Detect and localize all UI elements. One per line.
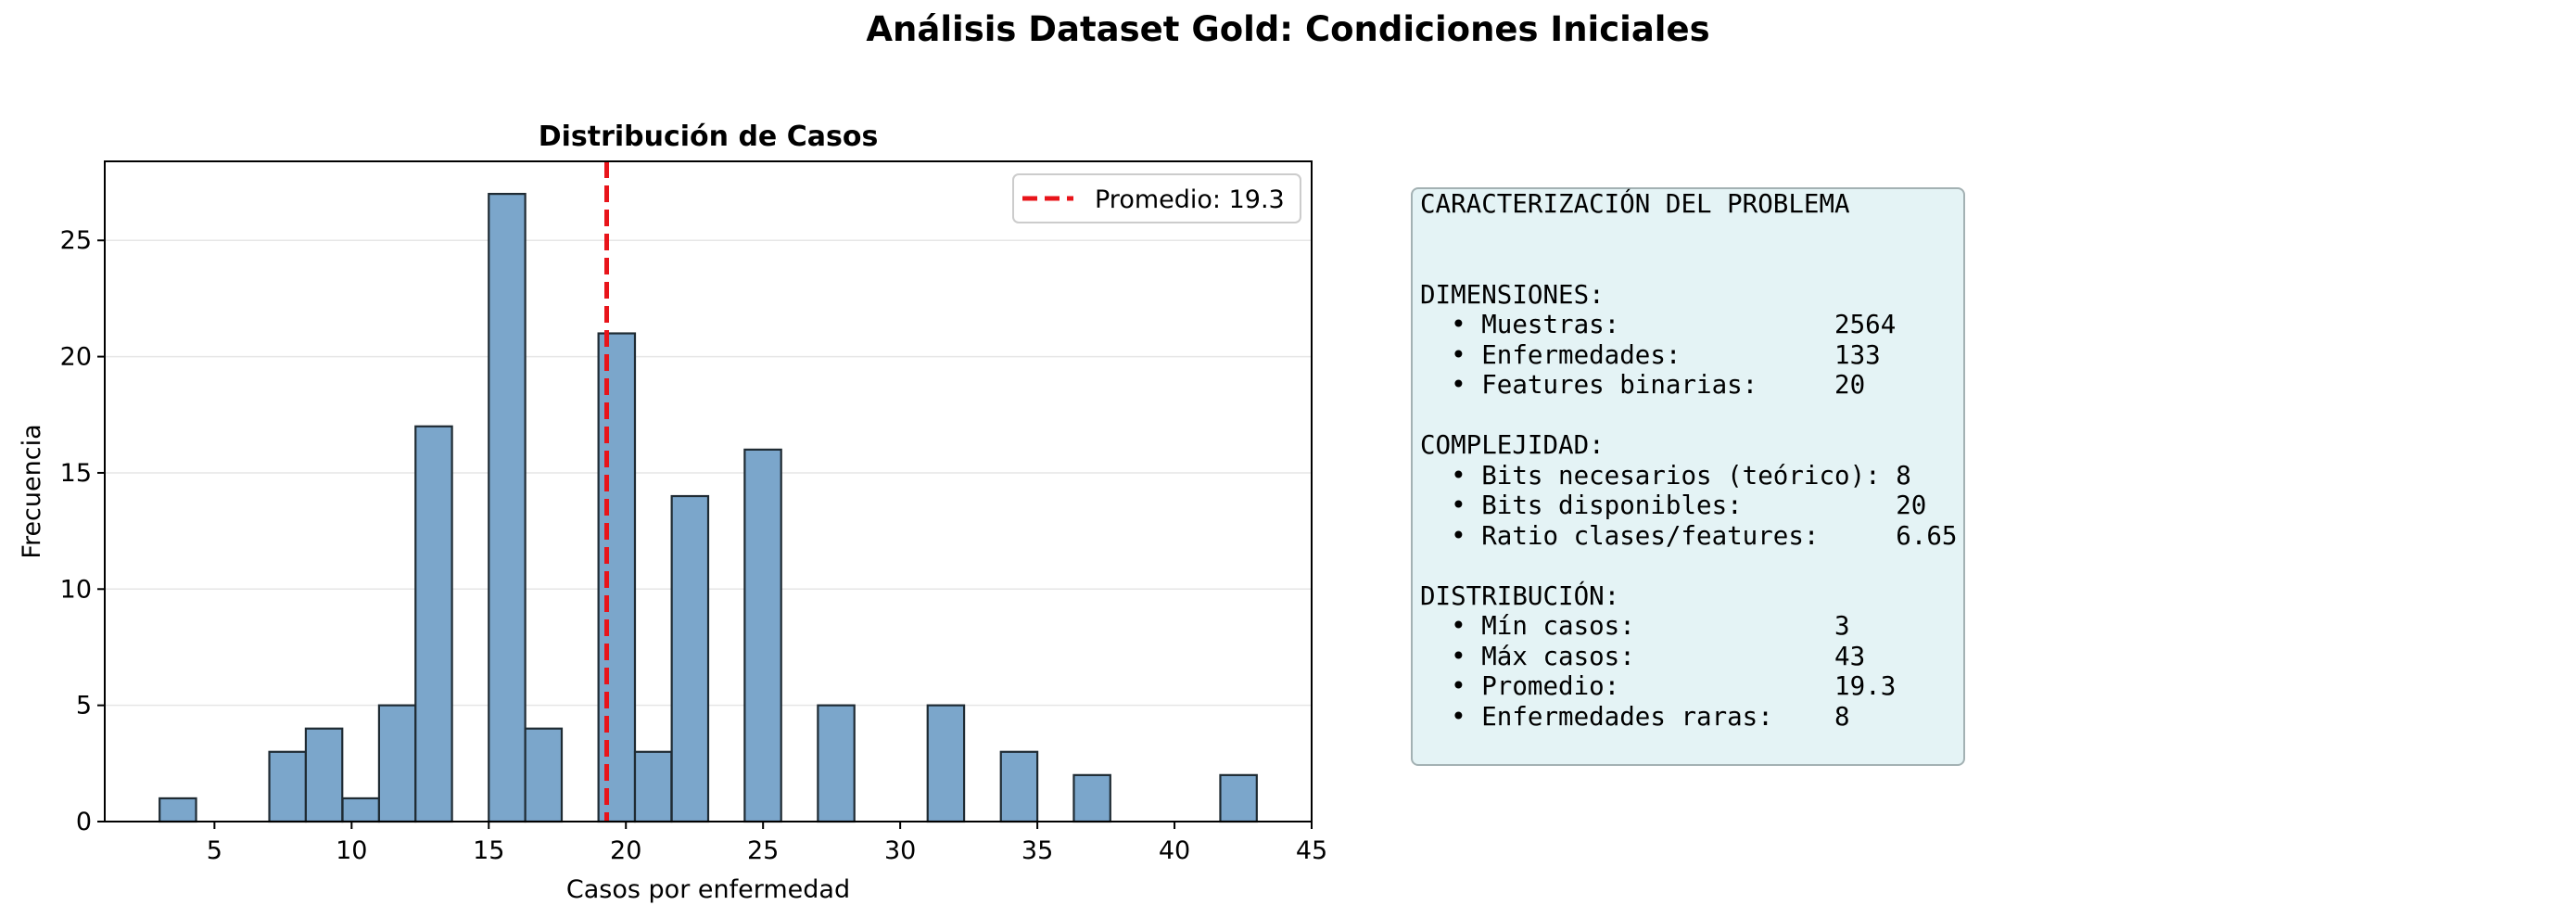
- problem-characterization-box: CARACTERIZACIÓN DEL PROBLEMA DIMENSIONES…: [1411, 187, 1965, 766]
- x-tick-label: 20: [610, 836, 641, 865]
- x-tick-label: 5: [207, 836, 222, 865]
- chart-title: Distribución de Casos: [539, 121, 879, 153]
- histogram-bar: [159, 797, 197, 823]
- y-tick-label: 5: [76, 692, 92, 720]
- x-tick-label: 30: [884, 836, 916, 865]
- x-tick-label: 15: [473, 836, 504, 865]
- y-tick-label: 25: [60, 226, 92, 255]
- histogram-bar: [1219, 773, 1258, 823]
- x-tick-label: 35: [1022, 836, 1053, 865]
- histogram-bar: [414, 425, 453, 823]
- x-tick-label: 40: [1159, 836, 1190, 865]
- y-axis-ticks: 0 5 10 15 20 25: [60, 226, 105, 836]
- y-tick-label: 10: [60, 575, 92, 604]
- histogram-bars: [159, 192, 1258, 823]
- histogram-bar: [743, 448, 782, 823]
- histogram-bar: [926, 704, 966, 823]
- histogram-bar: [524, 727, 564, 823]
- histogram-bar: [999, 750, 1039, 823]
- legend-box: [1012, 173, 1301, 223]
- legend: Promedio: 19.3: [1012, 173, 1301, 223]
- histogram-bar: [633, 750, 673, 823]
- x-axis-ticks: 5 10 15 20 25 30 35 40 45: [207, 822, 1327, 865]
- x-tick-label: 45: [1296, 836, 1327, 865]
- axes-frame: [104, 160, 1313, 822]
- histogram-bar: [488, 192, 527, 823]
- histogram-bar: [377, 704, 417, 823]
- histogram-bar: [597, 332, 637, 823]
- y-axis-label: Frecuencia: [18, 424, 46, 558]
- histogram-bar: [304, 727, 344, 823]
- histogram-bar: [670, 494, 710, 823]
- y-tick-label: 0: [76, 808, 92, 836]
- histogram-bar: [817, 704, 856, 823]
- x-tick-label: 10: [336, 836, 367, 865]
- histogram-bar: [341, 797, 381, 823]
- histogram-bar: [1072, 773, 1111, 823]
- y-tick-label: 15: [60, 459, 92, 488]
- histogram-bar: [268, 750, 308, 823]
- figure-title: Análisis Dataset Gold: Condiciones Inici…: [866, 9, 1710, 49]
- legend-label: Promedio: 19.3: [1095, 185, 1285, 214]
- x-tick-label: 25: [747, 836, 779, 865]
- x-axis-label: Casos por enfermedad: [566, 875, 850, 904]
- characterization-text: CARACTERIZACIÓN DEL PROBLEMA DIMENSIONES…: [1420, 189, 1958, 732]
- y-tick-label: 20: [60, 343, 92, 372]
